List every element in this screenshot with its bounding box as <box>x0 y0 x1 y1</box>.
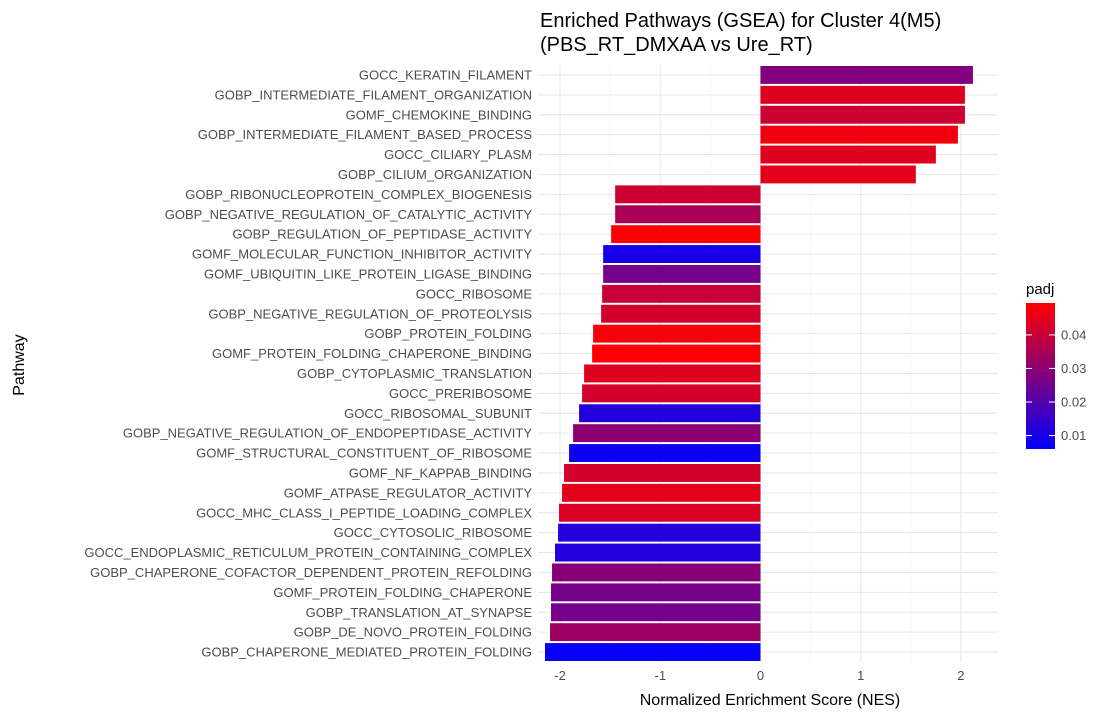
bar <box>760 105 965 124</box>
bar <box>562 483 761 502</box>
y-tick-label: GOCC_RIBOSOME <box>416 286 533 301</box>
y-tick-label: GOMF_CHEMOKINE_BINDING <box>346 107 532 122</box>
bar <box>545 643 761 662</box>
bar <box>760 145 936 164</box>
y-tick-label: GOBP_INTERMEDIATE_FILAMENT_ORGANIZATION <box>215 87 532 102</box>
x-axis-tick-labels: -2 -1 0 1 2 <box>554 668 964 683</box>
bar <box>552 563 761 582</box>
y-tick-label: GOCC_RIBOSOMAL_SUBUNIT <box>344 406 532 421</box>
x-tick-label: -2 <box>554 668 566 683</box>
bar <box>559 503 761 522</box>
bar <box>551 583 761 602</box>
y-tick-label: GOBP_NEGATIVE_REGULATION_OF_PROTEOLYSIS <box>208 306 532 321</box>
bar <box>573 424 761 443</box>
bar <box>550 623 761 642</box>
y-tick-label: GOBP_CYTOPLASMIC_TRANSLATION <box>297 366 532 381</box>
y-tick-label: GOMF_UBIQUITIN_LIKE_PROTEIN_LIGASE_BINDI… <box>204 266 532 281</box>
bar <box>603 245 761 264</box>
y-tick-label: GOBP_INTERMEDIATE_FILAMENT_BASED_PROCESS <box>198 127 533 142</box>
y-tick-label: GOMF_MOLECULAR_FUNCTION_INHIBITOR_ACTIVI… <box>192 247 532 262</box>
bar <box>558 523 761 542</box>
bar <box>601 304 761 323</box>
legend-ticks: 0.01 0.02 0.03 0.04 <box>1026 327 1086 443</box>
bar <box>593 324 761 343</box>
x-tick-label: -1 <box>654 668 666 683</box>
y-axis-tick-labels: GOCC_KERATIN_FILAMENT GOBP_INTERMEDIATE_F… <box>84 67 532 659</box>
y-tick-label: GOBP_NEGATIVE_REGULATION_OF_ENDOPEPTIDAS… <box>123 426 532 441</box>
y-tick-label: GOCC_ENDOPLASMIC_RETICULUM_PROTEIN_CONTA… <box>84 545 532 560</box>
bar <box>760 165 916 184</box>
bar <box>760 125 958 144</box>
y-tick-label: GOBP_REGULATION_OF_PEPTIDASE_ACTIVITY <box>232 227 532 242</box>
y-tick-label: GOCC_PRERIBOSOME <box>389 386 532 401</box>
y-tick-label: GOCC_KERATIN_FILAMENT <box>359 67 532 82</box>
legend-title: padj <box>1026 281 1054 298</box>
y-tick-label: GOCC_MHC_CLASS_I_PEPTIDE_LOADING_COMPLEX <box>196 505 532 520</box>
y-tick-label: GOBP_NEGATIVE_REGULATION_OF_CATALYTIC_AC… <box>165 207 533 222</box>
y-axis-title: Pathway <box>11 334 28 395</box>
bar <box>611 225 761 244</box>
chart-title: Enriched Pathways (GSEA) for Cluster 4(M… <box>540 10 941 56</box>
legend-colorbar <box>1026 303 1055 449</box>
y-tick-label: GOBP_CHAPERONE_MEDIATED_PROTEIN_FOLDING <box>201 645 532 660</box>
bar <box>760 65 973 84</box>
chart-title-line-2: (PBS_RT_DMXAA vs Ure_RT) <box>540 34 813 56</box>
x-tick-label: 2 <box>957 668 964 683</box>
legend-tick-label: 0.04 <box>1061 327 1086 342</box>
y-tick-label: GOBP_CHAPERONE_COFACTOR_DEPENDENT_PROTEI… <box>90 565 532 580</box>
x-axis-title: Normalized Enrichment Score (NES) <box>640 692 901 709</box>
y-tick-label: GOBP_TRANSLATION_AT_SYNAPSE <box>306 605 533 620</box>
bar <box>579 404 761 423</box>
bar <box>760 85 965 104</box>
y-tick-label: GOMF_PROTEIN_FOLDING_CHAPERONE_BINDING <box>212 346 532 361</box>
y-tick-label: GOBP_CILIUM_ORGANIZATION <box>338 167 532 182</box>
x-tick-label: 0 <box>757 668 764 683</box>
y-tick-label: GOMF_PROTEIN_FOLDING_CHAPERONE <box>273 585 532 600</box>
bar <box>555 543 761 562</box>
legend-tick-label: 0.02 <box>1061 395 1086 410</box>
bar <box>602 284 761 303</box>
y-tick-label: GOBP_RIBONUCLEOPROTEIN_COMPLEX_BIOGENESI… <box>185 187 532 202</box>
y-tick-label: GOBP_DE_NOVO_PROTEIN_FOLDING <box>294 625 532 640</box>
chart-title-line-1: Enriched Pathways (GSEA) for Cluster 4(M… <box>540 10 941 32</box>
bar <box>615 205 761 224</box>
y-tick-label: GOMF_STRUCTURAL_CONSTITUENT_OF_RIBOSOME <box>196 446 532 461</box>
bar <box>551 603 761 622</box>
y-tick-label: GOMF_NF_KAPPAB_BINDING <box>349 465 532 480</box>
x-tick-label: 1 <box>857 668 864 683</box>
bar <box>615 185 761 204</box>
y-tick-label: GOMF_ATPASE_REGULATOR_ACTIVITY <box>284 485 533 500</box>
bar <box>592 344 761 363</box>
bar <box>569 444 761 463</box>
bar <box>603 264 761 283</box>
padj-legend: padj 0.01 0.02 0.03 0.04 <box>1026 281 1086 449</box>
bar <box>564 463 761 482</box>
y-tick-label: GOCC_CYTOSOLIC_RIBOSOME <box>334 525 533 540</box>
y-tick-label: GOCC_CILIARY_PLASM <box>384 147 532 162</box>
bar <box>584 364 761 383</box>
bars <box>545 65 973 662</box>
legend-tick-label: 0.03 <box>1061 361 1086 376</box>
y-tick-label: GOBP_PROTEIN_FOLDING <box>364 326 532 341</box>
bar <box>582 384 761 403</box>
legend-tick-label: 0.01 <box>1061 428 1086 443</box>
